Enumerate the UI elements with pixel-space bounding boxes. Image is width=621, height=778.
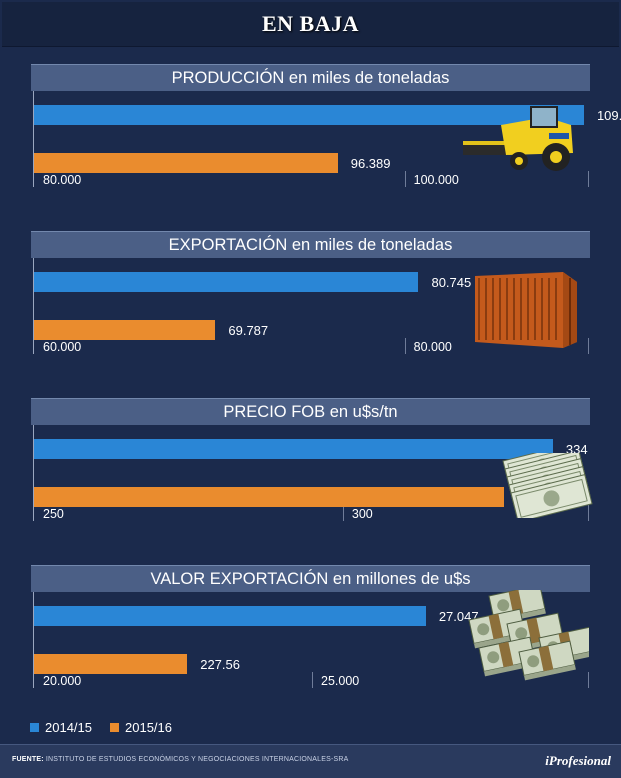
y-axis-line <box>33 425 34 521</box>
legend: 2014/15 2015/16 <box>30 720 190 735</box>
gridline <box>588 338 589 354</box>
legend-label-2014-15: 2014/15 <box>45 720 92 735</box>
x-tick-label: 60.000 <box>43 340 82 354</box>
x-tick-label: 250 <box>43 507 64 521</box>
chart-header: EXPORTACIÓN en miles de toneladas <box>31 231 590 258</box>
x-tick-label: 80.000 <box>43 173 82 187</box>
bar-2014-15 <box>34 272 419 292</box>
source-note: FUENTE: INSTITUTO DE ESTUDIOS ECONÓMICOS… <box>12 756 348 763</box>
chart-panel-3: PRECIO FOB en u$s/tn250300334326 <box>31 398 593 548</box>
chart-header: VALOR EXPORTACIÓN en millones de u$s <box>31 565 590 592</box>
combine-harvester-icon <box>461 105 586 180</box>
chart-title: EXPORTACIÓN en miles de toneladas <box>168 235 453 254</box>
plot-area: 60.000 80.000 80.745 69.787 <box>31 258 590 381</box>
source-text: INSTITUTO DE ESTUDIOS ECONÓMICOS Y NEGOC… <box>45 756 349 763</box>
x-tick-label: 20.000 <box>43 674 82 688</box>
legend-swatch-2014-15 <box>30 723 39 732</box>
gridline <box>312 672 313 688</box>
gridline <box>588 505 589 521</box>
chart-panel-2: EXPORTACIÓN en miles de toneladas 60.000 8… <box>31 231 590 381</box>
gridline <box>588 672 589 688</box>
bar-2014-15 <box>34 105 584 125</box>
bar-value-label: 96.389 <box>350 156 391 171</box>
bar-2015-16 <box>34 487 504 507</box>
gridline <box>404 338 406 354</box>
bar-value-label: 227.56 <box>200 657 240 672</box>
gridline <box>404 171 406 187</box>
y-axis-line <box>33 258 34 354</box>
chart-panel-1: PRODUCCIÓN en miles de toneladas 80.000 10… <box>31 64 621 214</box>
chart-title: PRECIO FOB en u$s/tn <box>223 402 398 421</box>
x-tick-label: 100.000 <box>413 173 459 187</box>
bar-2014-15 <box>34 439 553 459</box>
shipping-container-icon <box>471 270 581 355</box>
x-tick-label: 300 <box>351 507 373 521</box>
title-bar: EN BAJA <box>2 2 619 47</box>
infographic-title: EN BAJA <box>261 11 359 36</box>
chart-title: VALOR EXPORTACIÓN en millones de u$s <box>150 569 471 588</box>
chart-title: PRODUCCIÓN en miles de toneladas <box>171 68 450 87</box>
source-label: FUENTE: <box>12 756 44 763</box>
brand-logo: iProfesional <box>545 753 611 768</box>
legend-swatch-2015-16 <box>110 723 119 732</box>
chart-header: PRODUCCIÓN en miles de toneladas <box>31 64 590 91</box>
plot-area: 80.000 100.000 109.674 96.389 <box>31 91 621 214</box>
bar-2015-16 <box>34 320 216 340</box>
dollar-bills-icon <box>499 442 594 523</box>
bar-value-label: 69.787 <box>228 323 269 338</box>
bar-value-label: 109.674 <box>596 108 621 123</box>
y-axis-line <box>33 91 34 187</box>
chart-header: PRECIO FOB en u$s/tn <box>31 398 590 425</box>
y-axis-line <box>33 592 34 688</box>
plot-area: 20.000 25.000 27.047 227.56 <box>31 584 596 715</box>
footer: FUENTE: INSTITUTO DE ESTUDIOS ECONÓMICOS… <box>0 744 621 778</box>
bar-value-label: 80.745 <box>431 275 472 290</box>
chart-panel-4: VALOR EXPORTACIÓN en millones de u$s 20.0… <box>31 565 596 715</box>
x-tick-label: 25.000 <box>321 674 360 688</box>
bar-2015-16 <box>34 654 188 674</box>
legend-label-2015-16: 2015/16 <box>125 720 172 735</box>
bar-2014-15 <box>34 606 426 626</box>
bar-2015-16 <box>34 153 338 173</box>
x-tick-label: 80.000 <box>413 340 452 354</box>
gridline <box>588 171 589 187</box>
money-stacks-icon <box>459 584 596 690</box>
gridline <box>342 505 344 521</box>
plot-area: 250300334326 <box>31 425 593 548</box>
